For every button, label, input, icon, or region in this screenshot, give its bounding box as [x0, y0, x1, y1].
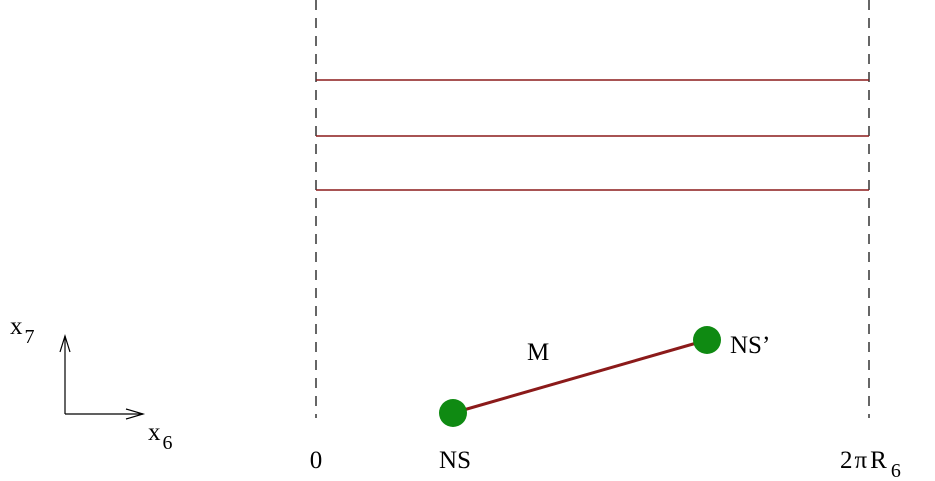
left-boundary-label: 0 — [310, 447, 323, 474]
ns-endpoint — [439, 399, 467, 427]
x6-arrowhead — [125, 408, 146, 420]
ns-prime-label: NS’ — [730, 332, 770, 359]
x7-arrowhead — [59, 333, 71, 353]
right-boundary-label: 2π R 6 — [840, 447, 901, 481]
axes-indicator — [59, 333, 146, 420]
ns-prime-endpoint — [693, 326, 721, 354]
brane-label: M — [527, 339, 549, 366]
brane-segment — [452, 338, 708, 415]
ns-label: NS — [439, 447, 471, 474]
